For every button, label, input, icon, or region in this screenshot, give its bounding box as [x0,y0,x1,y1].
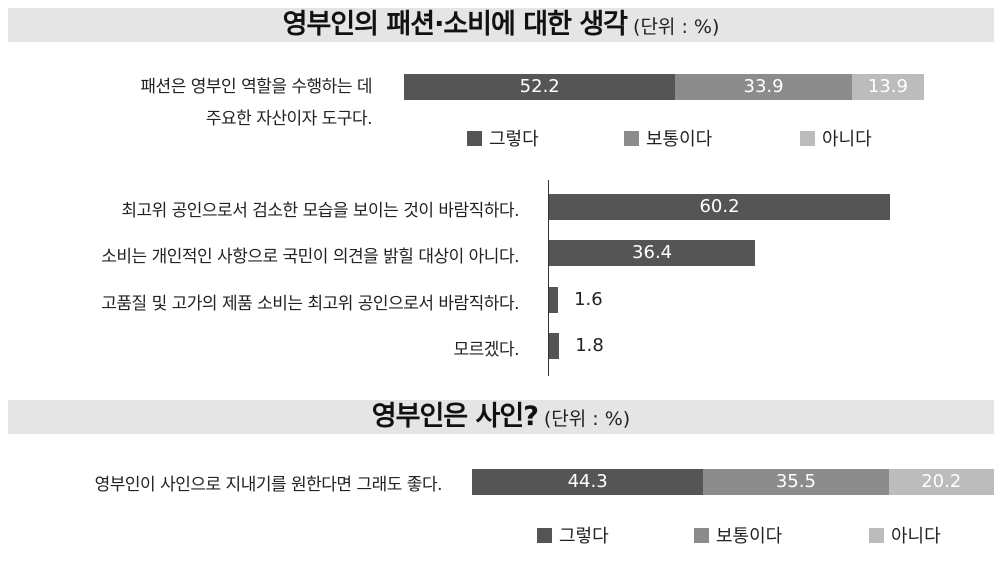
chart3-legend-label-1: 그렇다 [559,526,609,547]
chart1-segment-2: 33.9 [675,74,852,100]
chart3-title: 영부인은 사인? [371,401,539,432]
chart2-bar-1: 60.2 [549,194,890,220]
chart2-category-label-4: 모르겠다. [453,340,520,360]
chart3-category-label: 영부인이 사인으로 지내기를 원한다면 그래도 좋다. [94,475,443,495]
chart1-legend-label-3: 아니다 [822,129,872,150]
chart3-legend-label-3: 아니다 [891,526,941,547]
chart3-segment-2: 35.5 [703,469,889,495]
chart1-legend-item-1: 그렇다 [467,128,539,152]
chart1-title: 영부인의 패션·소비에 대한 생각 [282,9,628,40]
chart1-legend-label-2: 보통이다 [646,129,713,150]
chart3-legend-swatch-2 [694,528,709,543]
chart2-value-label-3: 1.6 [574,289,603,310]
chart2-category-label-1: 최고위 공인으로서 검소한 모습을 보이는 것이 바람직하다. [121,201,519,221]
chart1-legend-swatch-1 [467,131,482,146]
chart1-segment-3: 13.9 [851,74,924,100]
chart2-bar-4 [549,333,560,359]
chart3-segment-1: 44.3 [472,469,704,495]
chart1-legend: 그렇다 보통이다 아니다 [0,128,1000,152]
chart1-segment-1: 52.2 [404,74,676,100]
chart3-legend-swatch-3 [869,528,884,543]
chart1-legend-item-3: 아니다 [800,128,872,152]
chart2-category-label-3: 고품질 및 고가의 제품 소비는 최고위 공인으로서 바람직하다. [101,294,519,314]
chart1-stacked-bar: 52.2 33.9 13.9 [404,74,924,100]
chart1-category-label-line2: 주요한 자산이자 도구다. [205,109,373,129]
chart2-category-label-2: 소비는 개인적인 사항으로 국민이 의견을 밝힐 대상이 아니다. [101,247,519,267]
chart3-title-band: 영부인은 사인? (단위 : %) [8,400,994,434]
chart3-legend-label-2: 보통이다 [716,526,783,547]
chart1-legend-item-2: 보통이다 [624,128,712,152]
chart1-legend-swatch-2 [624,131,639,146]
chart1-legend-swatch-3 [800,131,815,146]
chart1-unit: (단위 : %) [633,16,720,38]
chart2-value-label-4: 1.8 [575,335,604,356]
chart3-stacked-bar: 44.3 35.5 20.2 [472,469,994,495]
chart3-unit: (단위 : %) [543,408,631,430]
chart3-legend-item-3: 아니다 [869,525,941,549]
chart3-legend-item-2: 보통이다 [694,525,782,549]
chart3-legend: 그렇다 보통이다 아니다 [0,525,1000,549]
chart3-legend-item-1: 그렇다 [537,525,609,549]
chart1-title-band: 영부인의 패션·소비에 대한 생각 (단위 : %) [8,8,994,42]
chart2-bar-3 [549,287,559,313]
chart1-legend-label-1: 그렇다 [489,129,539,150]
chart3-segment-3: 20.2 [888,469,994,495]
chart3-legend-swatch-1 [537,528,552,543]
chart2-bar-2: 36.4 [549,240,756,266]
chart1-category-label-line1: 패션은 영부인 역할을 수행하는 데 [140,77,372,97]
chart2-axis-line [548,180,549,376]
